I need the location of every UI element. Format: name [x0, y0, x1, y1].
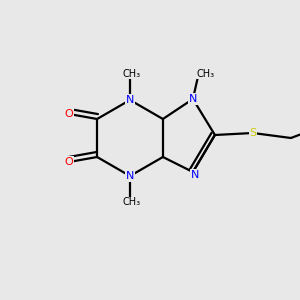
Text: CH₃: CH₃: [123, 197, 141, 207]
Text: N: N: [191, 170, 199, 180]
Text: O: O: [65, 109, 74, 119]
Text: N: N: [126, 171, 134, 181]
Text: CH₃: CH₃: [123, 69, 141, 79]
Text: CH₃: CH₃: [197, 69, 215, 79]
Text: S: S: [249, 128, 256, 138]
Text: N: N: [126, 95, 134, 105]
Text: O: O: [65, 157, 74, 167]
Text: N: N: [189, 94, 197, 104]
